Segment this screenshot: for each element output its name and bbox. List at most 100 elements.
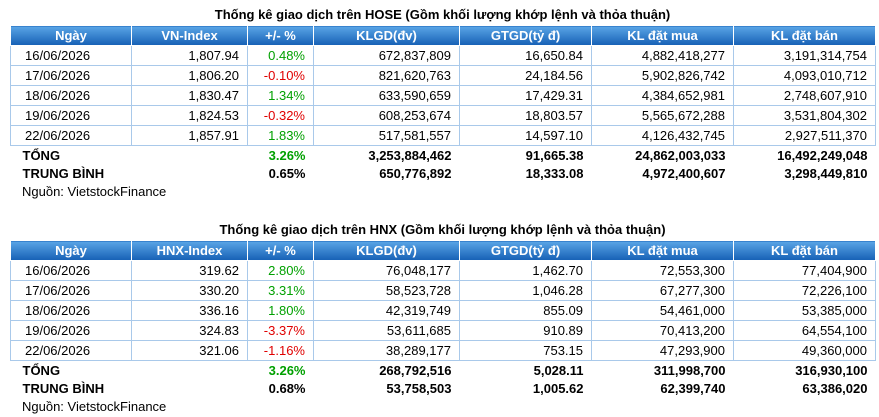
cell: 17,429.31	[459, 85, 592, 106]
table-title: Thống kê giao dịch trên HOSE (Gồm khối l…	[214, 7, 671, 22]
cell: 58,523,728	[313, 280, 460, 301]
cell: 2,748,607,910	[733, 85, 876, 106]
data-row: 19/06/2026 324.83 -3.37% 53,611,685 910.89 70…	[10, 320, 876, 341]
cell: 0.48%	[247, 45, 314, 66]
cell: 324.83	[131, 320, 248, 341]
data-row: 19/06/2026 1,824.53 -0.32% 608,253,674 18,80…	[10, 105, 876, 126]
column-header: VN-Index	[131, 25, 248, 46]
summary-cell: 24,862,003,033	[635, 147, 726, 163]
cell: 49,360,000	[733, 340, 876, 361]
cell: 910.89	[459, 320, 592, 341]
cell: 1.83%	[247, 125, 314, 146]
cell: 4,384,652,981	[591, 85, 734, 106]
cell: 855.09	[459, 300, 592, 321]
data-row: 18/06/2026 336.16 1.80% 42,319,749 855.09 54,…	[10, 300, 876, 321]
cell: 17/06/2026	[10, 65, 132, 86]
column-header: Ngày	[10, 25, 132, 46]
summary-cell: 3.26%	[268, 362, 306, 378]
cell: 321.06	[131, 340, 248, 361]
total-row: TỔNG 3.26% 3,253,884,462 91,665.38 24,862,00…	[11, 146, 876, 165]
cell: 16/06/2026	[10, 260, 132, 281]
data-row: 17/06/2026 1,806.20 -0.10% 821,620,763 24,18…	[10, 65, 876, 86]
column-header: KL đặt bán	[733, 240, 876, 261]
cell: 517,581,557	[313, 125, 460, 146]
column-header: HNX-Index	[131, 240, 248, 261]
cell: 18,803.57	[459, 105, 592, 126]
cell: 16,650.84	[459, 45, 592, 66]
summary-cell: 268,792,516	[379, 362, 452, 378]
cell: 70,413,200	[591, 320, 734, 341]
cell: 3,531,804,302	[733, 105, 876, 126]
cell: -0.32%	[247, 105, 314, 126]
data-row: 17/06/2026 330.20 3.31% 58,523,728 1,046.28 6…	[10, 280, 876, 301]
cell: 3.31%	[247, 280, 314, 301]
summary-cell: 53,758,503	[386, 380, 452, 396]
summary-cell: TỔNG	[22, 147, 61, 163]
cell: 22/06/2026	[10, 125, 132, 146]
source-note: Nguồn: VietstockFinance	[22, 399, 167, 414]
column-header: KL đặt bán	[733, 25, 876, 46]
data-row: 22/06/2026 321.06 -1.16% 38,289,177 753.15 47…	[10, 340, 876, 361]
cell: 14,597.10	[459, 125, 592, 146]
average-row: TRUNG BÌNH 0.65% 650,776,892 18,333.08 4,972…	[11, 164, 876, 182]
cell: 1,807.94	[131, 45, 248, 66]
cell: 1.80%	[247, 300, 314, 321]
cell: 1,857.91	[131, 125, 248, 146]
summary-cell: 16,492,249,048	[777, 147, 868, 163]
summary-cell: 4,972,400,607	[642, 165, 726, 181]
cell: 72,553,300	[591, 260, 734, 281]
cell: 1,806.20	[131, 65, 248, 86]
cell: 64,554,100	[733, 320, 876, 341]
cell: 18/06/2026	[10, 300, 132, 321]
summary-cell: 311,998,700	[653, 362, 726, 378]
cell: 76,048,177	[313, 260, 460, 281]
summary-cell: 18,333.08	[525, 165, 584, 181]
column-header: KLGD(đv)	[313, 240, 460, 261]
cell: -3.37%	[247, 320, 314, 341]
summary-cell: 1,005.62	[532, 380, 584, 396]
cell: 17/06/2026	[10, 280, 132, 301]
cell: 753.15	[459, 340, 592, 361]
cell: 330.20	[131, 280, 248, 301]
cell: -0.10%	[247, 65, 314, 86]
cell: 24,184.56	[459, 65, 592, 86]
cell: 67,277,300	[591, 280, 734, 301]
cell: 672,837,809	[313, 45, 460, 66]
data-table: Ngày HNX-Index +/- % KLGD(đv) GTGD(tỷ đ) KL đ…	[10, 240, 876, 397]
source-note: Nguồn: VietstockFinance	[22, 184, 167, 199]
data-row: 18/06/2026 1,830.47 1.34% 633,590,659 17,429…	[10, 85, 876, 106]
cell: 319.62	[131, 260, 248, 281]
data-row: 22/06/2026 1,857.91 1.83% 517,581,557 14,597…	[10, 125, 876, 146]
header-row: Ngày HNX-Index +/- % KLGD(đv) GTGD(tỷ đ) KL đ…	[10, 240, 876, 261]
cell: 47,293,900	[591, 340, 734, 361]
cell: 16/06/2026	[10, 45, 132, 66]
cell: 3,191,314,754	[733, 45, 876, 66]
summary-cell: TRUNG BÌNH	[22, 165, 105, 181]
hose-table-block: Thống kê giao dịch trên HOSE (Gồm khối l…	[10, 5, 876, 202]
cell: 1,462.70	[459, 260, 592, 281]
summary-cell: 316,930,100	[795, 362, 868, 378]
cell: 821,620,763	[313, 65, 460, 86]
cell: 19/06/2026	[10, 320, 132, 341]
cell: 77,404,900	[733, 260, 876, 281]
column-header: +/- %	[247, 25, 314, 46]
data-row: 16/06/2026 1,807.94 0.48% 672,837,809 16,650…	[10, 45, 876, 66]
column-header: Ngày	[10, 240, 132, 261]
summary-cell: 62,399,740	[660, 380, 726, 396]
summary-cell: 650,776,892	[379, 165, 452, 181]
summary-cell: 63,386,020	[802, 380, 868, 396]
cell: 53,611,685	[313, 320, 460, 341]
summary-cell: 91,665.38	[525, 147, 584, 163]
data-table: Ngày VN-Index +/- % KLGD(đv) GTGD(tỷ đ) KL đặ…	[10, 25, 876, 182]
cell: 54,461,000	[591, 300, 734, 321]
summary-cell: 0.65%	[268, 165, 306, 181]
cell: 4,126,432,745	[591, 125, 734, 146]
cell: 19/06/2026	[10, 105, 132, 126]
data-row: 16/06/2026 319.62 2.80% 76,048,177 1,462.70 7…	[10, 260, 876, 281]
column-header: GTGD(tỷ đ)	[459, 25, 592, 46]
summary-cell: 3.26%	[268, 147, 306, 163]
cell: 18/06/2026	[10, 85, 132, 106]
cell: 42,319,749	[313, 300, 460, 321]
column-header: KL đặt mua	[591, 240, 734, 261]
table-title: Thống kê giao dịch trên HNX (Gồm khối lư…	[219, 222, 666, 237]
